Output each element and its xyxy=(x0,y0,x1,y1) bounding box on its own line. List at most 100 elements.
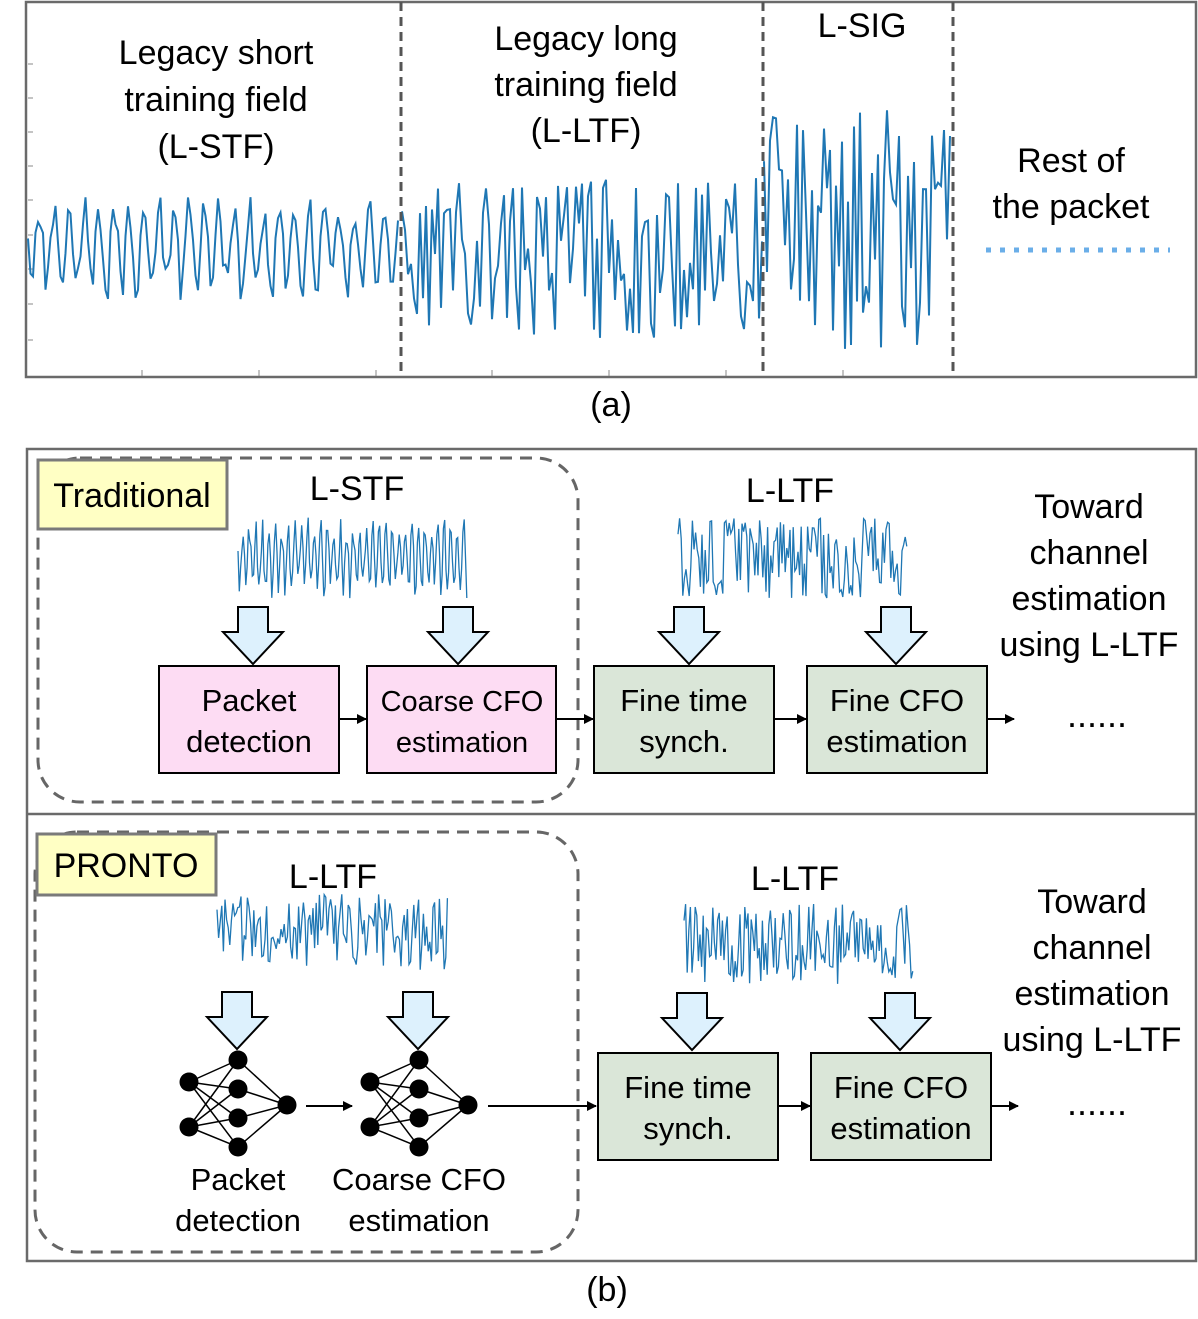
trad-lstf-waveform xyxy=(237,517,468,599)
panel-b-frame xyxy=(25,447,1198,1263)
trad-toward-line-4: using L-LTF xyxy=(1000,626,1179,664)
trad-fine-cfo-line-2: estimation xyxy=(826,724,967,759)
nn-node xyxy=(409,1137,429,1157)
pronto-row: PRONTO L-LTF L-LTF Packet detection Coar… xyxy=(33,830,1182,1254)
trad-toward-line-3: estimation xyxy=(1012,580,1167,618)
nn-node xyxy=(179,1117,199,1137)
caption-a: (a) xyxy=(590,386,632,424)
traditional-row: Traditional L-STF L-LTF Packet detection… xyxy=(36,456,1179,804)
trad-packet-detection-line-2: detection xyxy=(186,724,312,759)
trad-ellipsis: ...... xyxy=(1067,694,1127,735)
nn-node xyxy=(228,1137,248,1157)
down-arrow-icon xyxy=(659,992,725,1052)
pronto-down-arrows xyxy=(204,991,933,1052)
pronto-ellipsis: ...... xyxy=(1067,1082,1127,1123)
trad-fine-time-line-1: Fine time xyxy=(620,683,747,718)
pronto-badge xyxy=(35,832,218,897)
nn-edge xyxy=(369,1081,420,1119)
down-arrow-icon xyxy=(425,606,491,666)
trad-toward-line-1: Toward xyxy=(1034,488,1144,526)
nn-edge xyxy=(369,1059,420,1128)
down-arrow-icon xyxy=(385,991,451,1051)
trad-fine-cfo-block xyxy=(806,665,988,774)
trad-packet-detection-line-1: Packet xyxy=(202,683,297,718)
nn-edge xyxy=(188,1081,239,1148)
trad-toward-line-2: channel xyxy=(1029,534,1148,572)
pronto-lltf-label-left: L-LTF xyxy=(289,858,377,896)
nn-edge xyxy=(369,1088,420,1128)
panel-a-frame xyxy=(24,0,1198,379)
down-arrow-icon xyxy=(220,606,286,666)
pronto-toward-line-2: channel xyxy=(1032,929,1151,967)
lltf-label-line-2: training field xyxy=(494,66,677,104)
traditional-badge-label: Traditional xyxy=(53,477,210,515)
pronto-lltf-waveform-right xyxy=(683,903,914,984)
pronto-fine-cfo-line-1: Fine CFO xyxy=(834,1070,968,1105)
lstf-label-line-2: training field xyxy=(124,81,307,119)
trad-coarse-cfo-line-2: estimation xyxy=(396,727,528,759)
trad-fine-cfo-line-1: Fine CFO xyxy=(830,683,964,718)
pronto-fine-cfo-line-2: estimation xyxy=(830,1111,971,1146)
nn-node xyxy=(409,1079,429,1099)
lstf-label: Legacy short training field (L-STF) xyxy=(119,34,314,166)
pronto-badge-label: PRONTO xyxy=(54,847,199,885)
trad-fine-time-line-2: synch. xyxy=(639,724,729,759)
nn-edge xyxy=(188,1088,239,1128)
nn-edge xyxy=(418,1104,469,1148)
nn-edge xyxy=(237,1104,288,1148)
trad-down-arrows xyxy=(220,606,929,666)
nn-node xyxy=(409,1050,429,1070)
pronto-packet-detection-line-1: Packet xyxy=(191,1162,286,1197)
pronto-packet-detection-line-2: detection xyxy=(175,1203,301,1238)
lltf-label: Legacy long training field (L-LTF) xyxy=(494,20,677,150)
panel-a: Legacy short training field (L-STF) Lega… xyxy=(24,0,1198,379)
nn-edge xyxy=(369,1081,420,1148)
trad-toward-label: Toward channel estimation using L-LTF xyxy=(1000,488,1179,664)
nn-edge xyxy=(237,1059,288,1106)
lltf-label-line-1: Legacy long xyxy=(494,20,677,58)
pronto-lltf-waveform-left xyxy=(216,892,449,970)
down-arrow-icon xyxy=(867,992,933,1052)
pronto-toward-line-1: Toward xyxy=(1037,883,1147,921)
nn-edge xyxy=(418,1059,469,1106)
down-arrow-icon xyxy=(863,606,929,666)
panel-a-axis-ticks xyxy=(28,63,844,376)
lsig-label: L-SIG xyxy=(818,7,907,45)
nn-node xyxy=(179,1072,199,1092)
lstf-label-line-3: (L-STF) xyxy=(157,128,274,166)
rest-label-line-2: the packet xyxy=(993,188,1150,226)
nn-node xyxy=(360,1117,380,1137)
trad-coarse-cfo-line-1: Coarse CFO xyxy=(381,686,544,718)
lstf-waveform xyxy=(27,197,399,300)
pronto-fine-time-line-2: synch. xyxy=(643,1111,733,1146)
pronto-toward-label: Toward channel estimation using L-LTF xyxy=(1003,883,1182,1059)
down-arrow-icon xyxy=(656,606,722,666)
pronto-lltf-label-right: L-LTF xyxy=(751,860,839,898)
pronto-coarse-cfo-line-1: Coarse CFO xyxy=(332,1162,506,1197)
lltf-label-line-3: (L-LTF) xyxy=(531,112,642,150)
rest-label: Rest of the packet xyxy=(993,142,1150,226)
trad-fine-time-block xyxy=(593,665,775,774)
nn-node xyxy=(458,1095,478,1115)
nn-edge xyxy=(188,1081,239,1119)
rest-label-line-1: Rest of xyxy=(1017,142,1125,180)
caption-b: (b) xyxy=(586,1271,628,1309)
nn-node xyxy=(409,1108,429,1128)
lltf-waveform xyxy=(401,178,763,338)
nn-edge xyxy=(188,1059,239,1128)
nn-node xyxy=(228,1050,248,1070)
nn-node xyxy=(228,1079,248,1099)
pronto-fine-cfo-block xyxy=(810,1052,992,1161)
pronto-dashed-group xyxy=(33,830,580,1254)
pronto-fine-time-block xyxy=(597,1052,779,1161)
pronto-toward-line-4: using L-LTF xyxy=(1003,1021,1182,1059)
nn-node xyxy=(228,1108,248,1128)
pronto-fine-time-line-1: Fine time xyxy=(624,1070,751,1105)
down-arrow-icon xyxy=(204,991,270,1051)
packet-detection-neural-net-icon xyxy=(179,1050,297,1157)
pronto-coarse-cfo-line-2: estimation xyxy=(348,1203,489,1238)
nn-node xyxy=(360,1072,380,1092)
coarse-cfo-neural-net-icon xyxy=(360,1050,478,1157)
pronto-toward-line-3: estimation xyxy=(1015,975,1170,1013)
